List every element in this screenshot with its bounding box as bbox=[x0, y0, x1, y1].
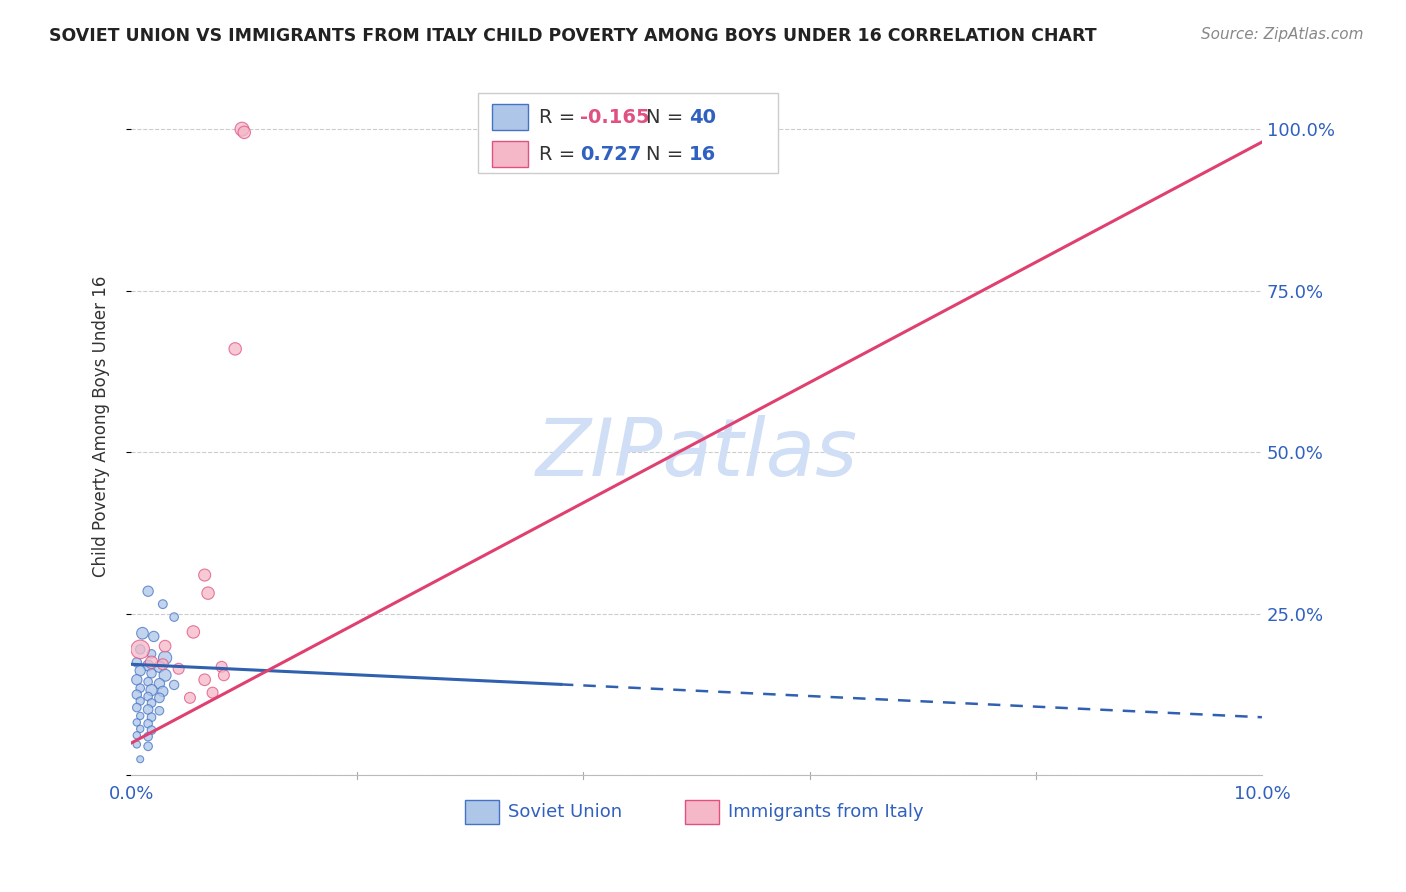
Point bbox=[141, 723, 163, 738]
Point bbox=[141, 683, 163, 698]
Text: R =: R = bbox=[540, 108, 582, 127]
Point bbox=[152, 684, 174, 698]
FancyBboxPatch shape bbox=[685, 800, 718, 824]
Text: Immigrants from Italy: Immigrants from Italy bbox=[728, 804, 924, 822]
Point bbox=[129, 752, 152, 766]
Point bbox=[136, 739, 159, 754]
Point bbox=[136, 674, 159, 689]
Point bbox=[148, 676, 170, 690]
Point bbox=[153, 650, 176, 665]
Point bbox=[183, 624, 205, 639]
Point bbox=[167, 662, 190, 676]
Text: Source: ZipAtlas.com: Source: ZipAtlas.com bbox=[1201, 27, 1364, 42]
Point bbox=[136, 716, 159, 731]
Point bbox=[129, 664, 152, 678]
Point bbox=[212, 668, 235, 682]
Y-axis label: Child Poverty Among Boys Under 16: Child Poverty Among Boys Under 16 bbox=[93, 276, 110, 577]
Point bbox=[125, 738, 148, 752]
Point bbox=[153, 668, 176, 682]
Point bbox=[136, 658, 159, 673]
Point bbox=[136, 730, 159, 744]
Point bbox=[148, 660, 170, 674]
Point bbox=[152, 657, 174, 672]
Point bbox=[148, 690, 170, 705]
Text: Soviet Union: Soviet Union bbox=[508, 804, 621, 822]
Point bbox=[125, 673, 148, 687]
Point bbox=[136, 702, 159, 716]
Point bbox=[129, 709, 152, 723]
Point bbox=[141, 655, 163, 669]
Point bbox=[125, 700, 148, 714]
Point bbox=[224, 342, 246, 356]
Point bbox=[129, 642, 152, 657]
Text: 0.727: 0.727 bbox=[581, 145, 641, 164]
Point bbox=[125, 715, 148, 730]
Point bbox=[125, 728, 148, 742]
Point bbox=[131, 626, 153, 640]
FancyBboxPatch shape bbox=[492, 104, 529, 130]
Point bbox=[142, 630, 165, 644]
Point bbox=[201, 686, 224, 700]
Text: ZIPatlas: ZIPatlas bbox=[536, 416, 858, 493]
Point bbox=[163, 678, 186, 692]
Point bbox=[129, 722, 152, 736]
Point bbox=[194, 673, 217, 687]
Point bbox=[163, 610, 186, 624]
Point bbox=[148, 704, 170, 718]
FancyBboxPatch shape bbox=[465, 800, 499, 824]
Text: N =: N = bbox=[645, 108, 689, 127]
Point bbox=[129, 642, 152, 657]
FancyBboxPatch shape bbox=[478, 93, 778, 173]
Text: R =: R = bbox=[540, 145, 582, 164]
Point bbox=[136, 690, 159, 704]
Text: 16: 16 bbox=[689, 145, 716, 164]
Point bbox=[141, 647, 163, 661]
Text: 40: 40 bbox=[689, 108, 716, 127]
Text: SOVIET UNION VS IMMIGRANTS FROM ITALY CHILD POVERTY AMONG BOYS UNDER 16 CORRELAT: SOVIET UNION VS IMMIGRANTS FROM ITALY CH… bbox=[49, 27, 1097, 45]
Point bbox=[233, 125, 256, 139]
Text: N =: N = bbox=[645, 145, 689, 164]
Point bbox=[141, 696, 163, 710]
Point bbox=[194, 568, 217, 582]
Point bbox=[141, 710, 163, 724]
Point bbox=[125, 688, 148, 702]
Point bbox=[231, 122, 253, 136]
Point bbox=[141, 666, 163, 681]
FancyBboxPatch shape bbox=[492, 141, 529, 168]
Point bbox=[152, 597, 174, 611]
Point bbox=[179, 690, 201, 705]
Point bbox=[153, 639, 176, 653]
Point bbox=[125, 655, 148, 669]
Point bbox=[129, 681, 152, 695]
Point bbox=[211, 660, 233, 674]
Point bbox=[197, 586, 219, 600]
Text: -0.165: -0.165 bbox=[581, 108, 650, 127]
Point bbox=[129, 694, 152, 708]
Point bbox=[136, 584, 159, 599]
